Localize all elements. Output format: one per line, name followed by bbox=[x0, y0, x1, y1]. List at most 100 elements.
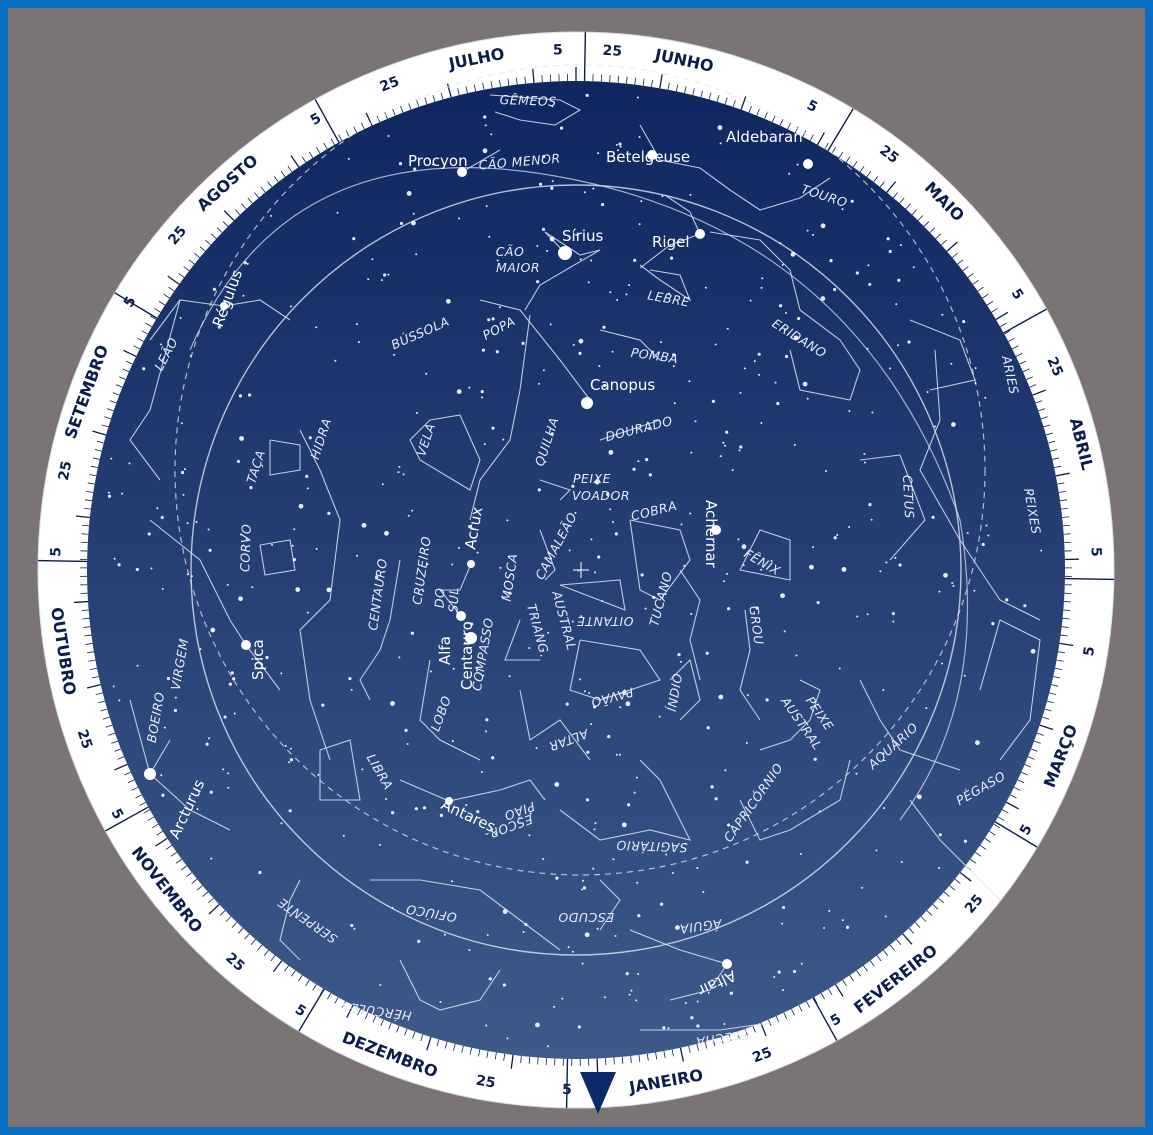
star-dot bbox=[456, 389, 462, 395]
star-dot bbox=[238, 394, 243, 398]
star-dot bbox=[974, 367, 977, 370]
star-dot bbox=[487, 318, 491, 322]
star-dot bbox=[683, 564, 686, 567]
star-dot bbox=[179, 317, 182, 320]
month-divider bbox=[314, 99, 340, 143]
date-tick bbox=[341, 1001, 346, 1008]
date-tick bbox=[892, 192, 899, 199]
date-tick bbox=[338, 134, 343, 141]
star-dot bbox=[411, 220, 416, 226]
star-dot bbox=[488, 235, 491, 238]
date-tick bbox=[291, 970, 296, 977]
star-dot bbox=[249, 486, 253, 490]
star-dot bbox=[765, 698, 769, 702]
star-dot bbox=[578, 351, 582, 356]
star-dot bbox=[696, 1024, 700, 1028]
star-dot bbox=[690, 1016, 694, 1020]
date-tick bbox=[667, 82, 670, 90]
date-tick bbox=[312, 984, 317, 991]
star-dot bbox=[723, 1022, 726, 1025]
date-tick bbox=[473, 84, 477, 92]
star-dot bbox=[616, 149, 619, 152]
star-dot bbox=[898, 563, 902, 567]
date-tick bbox=[957, 259, 964, 265]
date-tick bbox=[828, 988, 833, 996]
star-dot bbox=[593, 828, 596, 831]
date-tick bbox=[1043, 424, 1051, 428]
star-dot bbox=[648, 473, 652, 477]
star-dot bbox=[714, 797, 718, 801]
date-tick bbox=[208, 903, 220, 915]
month-divider bbox=[105, 806, 149, 832]
star-dot bbox=[298, 503, 304, 509]
star-dot bbox=[594, 822, 597, 825]
star-dot bbox=[962, 319, 966, 324]
star-dot bbox=[938, 590, 941, 593]
star-dot bbox=[897, 344, 900, 347]
date-tick bbox=[949, 885, 956, 891]
date-tick bbox=[1062, 617, 1070, 620]
date-tick bbox=[889, 944, 895, 951]
star-dot bbox=[528, 647, 531, 650]
date-tick bbox=[638, 1054, 641, 1062]
star-dot bbox=[315, 326, 318, 329]
date-tick bbox=[842, 979, 847, 987]
date-tick bbox=[238, 927, 244, 934]
star-dot bbox=[553, 1005, 556, 1008]
date-tick bbox=[659, 74, 663, 89]
star-dot bbox=[468, 386, 471, 389]
star-dot bbox=[579, 258, 582, 261]
star-dot bbox=[355, 323, 358, 326]
star-dot bbox=[773, 976, 776, 979]
star-dot bbox=[689, 512, 692, 515]
date-tick bbox=[284, 965, 289, 972]
date-tick bbox=[199, 246, 206, 252]
star-dot bbox=[452, 667, 455, 670]
date-tick bbox=[1042, 716, 1050, 720]
star-dot bbox=[465, 803, 468, 806]
star-dot bbox=[855, 772, 858, 775]
star-dot bbox=[777, 970, 781, 974]
constellation-name: GÊMEOS bbox=[499, 92, 557, 109]
date-tick bbox=[1048, 440, 1056, 444]
star-dot bbox=[660, 902, 664, 906]
date-tick bbox=[84, 499, 92, 502]
date-tick bbox=[112, 392, 120, 396]
date-tick bbox=[720, 1036, 724, 1044]
month-divider bbox=[994, 821, 1038, 848]
star-dot bbox=[675, 925, 680, 931]
date-tick bbox=[911, 209, 918, 215]
star-dot bbox=[347, 157, 350, 160]
star-dot bbox=[210, 857, 213, 860]
star-dot bbox=[603, 383, 607, 388]
date-tick bbox=[863, 965, 868, 972]
star-dot bbox=[367, 278, 370, 281]
date-tick bbox=[122, 368, 130, 373]
star-dot bbox=[551, 105, 554, 108]
star-dot bbox=[607, 734, 611, 739]
date-tick bbox=[1032, 389, 1046, 396]
date-tick bbox=[305, 979, 310, 987]
star-dot bbox=[208, 737, 211, 740]
star-name: Sírius bbox=[562, 227, 604, 245]
star-dot bbox=[856, 615, 859, 618]
star-dot bbox=[117, 563, 121, 567]
date-tick bbox=[1060, 499, 1068, 502]
star-dot bbox=[813, 757, 817, 761]
star-dot bbox=[470, 622, 474, 626]
date-tick bbox=[155, 837, 168, 847]
star-dot bbox=[885, 561, 888, 564]
star-dot bbox=[537, 382, 540, 385]
date-tick bbox=[1026, 376, 1033, 380]
star-dot bbox=[838, 667, 841, 670]
star-dot bbox=[475, 669, 478, 672]
date-tick bbox=[1033, 740, 1041, 744]
date-tick bbox=[178, 272, 185, 278]
star-dot bbox=[727, 823, 731, 827]
star-dot bbox=[491, 426, 495, 430]
star-dot bbox=[385, 798, 388, 801]
star-dot bbox=[402, 473, 405, 476]
date-tick bbox=[194, 252, 201, 258]
date-pointer[interactable] bbox=[580, 1072, 616, 1114]
